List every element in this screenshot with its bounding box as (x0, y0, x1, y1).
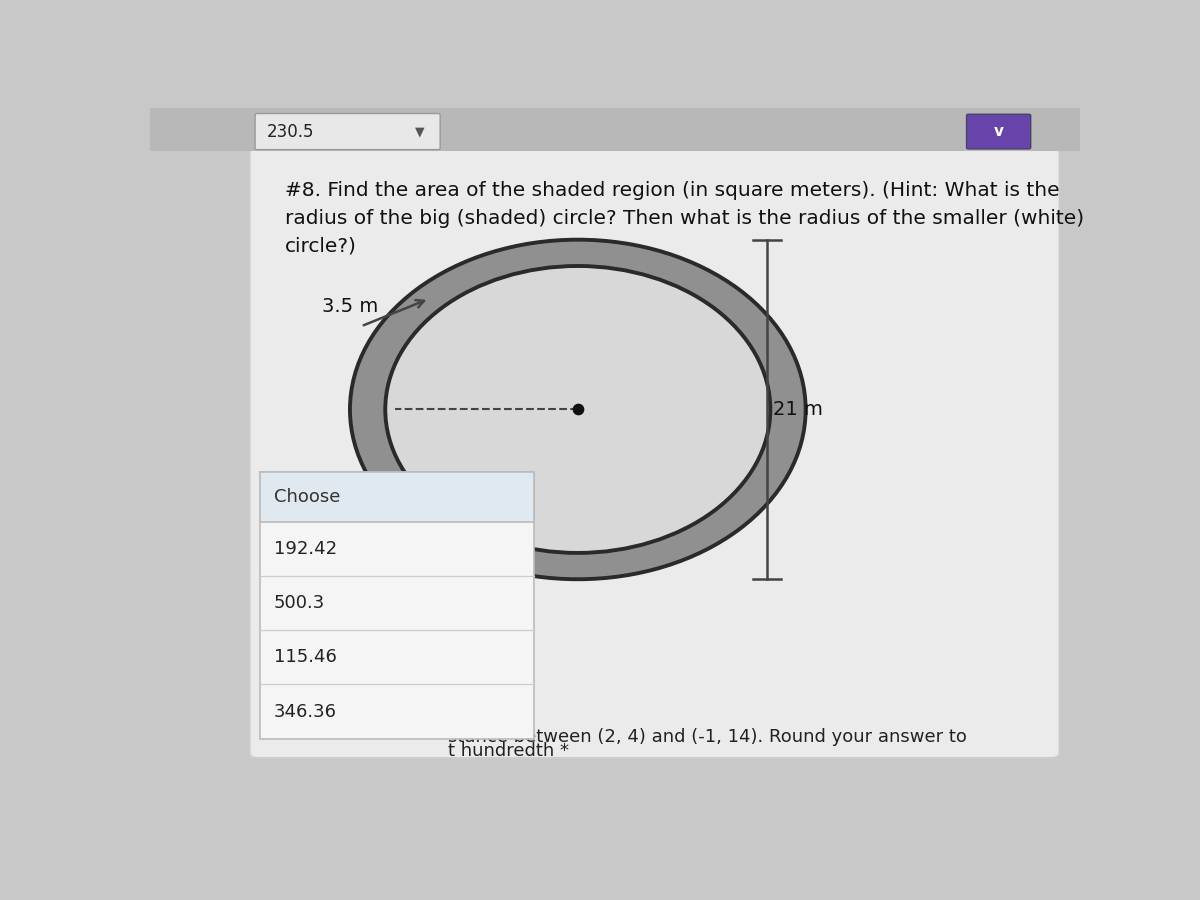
Bar (150, 108, 1080, 151)
Text: v: v (994, 124, 1004, 140)
Circle shape (385, 266, 770, 553)
Text: ▼: ▼ (415, 125, 425, 138)
FancyBboxPatch shape (966, 114, 1031, 148)
Text: t hundredth *: t hundredth * (448, 742, 569, 760)
Bar (259, 472, 534, 739)
Bar (259, 472, 534, 522)
Text: 3.5 m: 3.5 m (322, 297, 378, 316)
Text: Choose: Choose (274, 488, 340, 506)
Text: stance between (2, 4) and (-1, 14). Round your answer to: stance between (2, 4) and (-1, 14). Roun… (448, 728, 966, 746)
Circle shape (350, 239, 805, 580)
Text: #8. Find the area of the shaded region (in square meters). (Hint: What is the
ra: #8. Find the area of the shaded region (… (284, 181, 1084, 256)
FancyBboxPatch shape (250, 148, 1060, 758)
Point (569, 402, 588, 417)
Text: 21 m: 21 m (773, 400, 823, 419)
Text: 192.42: 192.42 (274, 540, 337, 558)
Text: 500.3: 500.3 (274, 594, 325, 612)
Text: 115.46: 115.46 (274, 648, 336, 666)
Text: 230.5: 230.5 (266, 122, 313, 140)
Text: 346.36: 346.36 (274, 703, 337, 721)
FancyBboxPatch shape (256, 113, 440, 149)
